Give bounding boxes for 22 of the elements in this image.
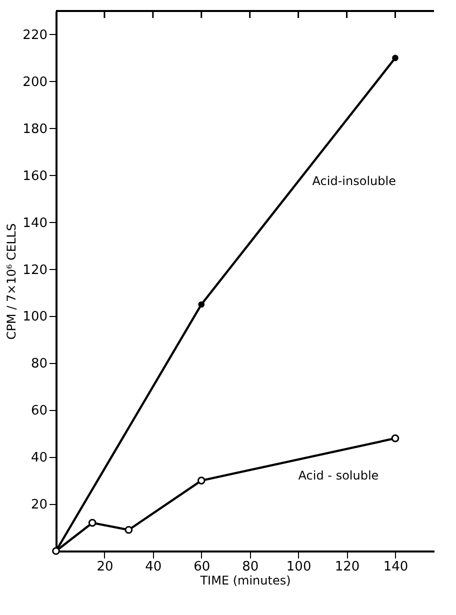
y-tick-label: 160 <box>22 168 48 184</box>
x-axis-title: TIME (minutes) <box>199 574 291 588</box>
y-tick-label: 220 <box>22 28 48 43</box>
x-tick-label: 40 <box>145 560 162 574</box>
y-tick-label: 180 <box>22 122 48 137</box>
y-axis-title: CPM / 7×10⁶ CELLS <box>4 223 19 340</box>
x-tick-label: 120 <box>334 560 360 574</box>
x-tick-label: 80 <box>242 560 259 574</box>
x-tick-label: 20 <box>96 560 114 574</box>
y-tick-label: 20 <box>30 498 48 513</box>
y-tick-label: 60 <box>30 404 48 419</box>
y-tick-label: 100 <box>22 310 48 325</box>
y-tick-label: 40 <box>30 450 48 466</box>
series-label: Acid-insoluble <box>312 174 396 188</box>
y-tick-label: 80 <box>30 356 48 372</box>
x-tick-label: 60 <box>194 560 210 574</box>
y-tick-label: 140 <box>22 216 48 231</box>
series-label: Acid - soluble <box>298 468 379 482</box>
x-tick-label: 100 <box>286 560 312 574</box>
y-tick-label: 200 <box>22 74 48 90</box>
x-tick-label: 140 <box>383 560 408 574</box>
y-tick-label: 120 <box>22 262 48 278</box>
